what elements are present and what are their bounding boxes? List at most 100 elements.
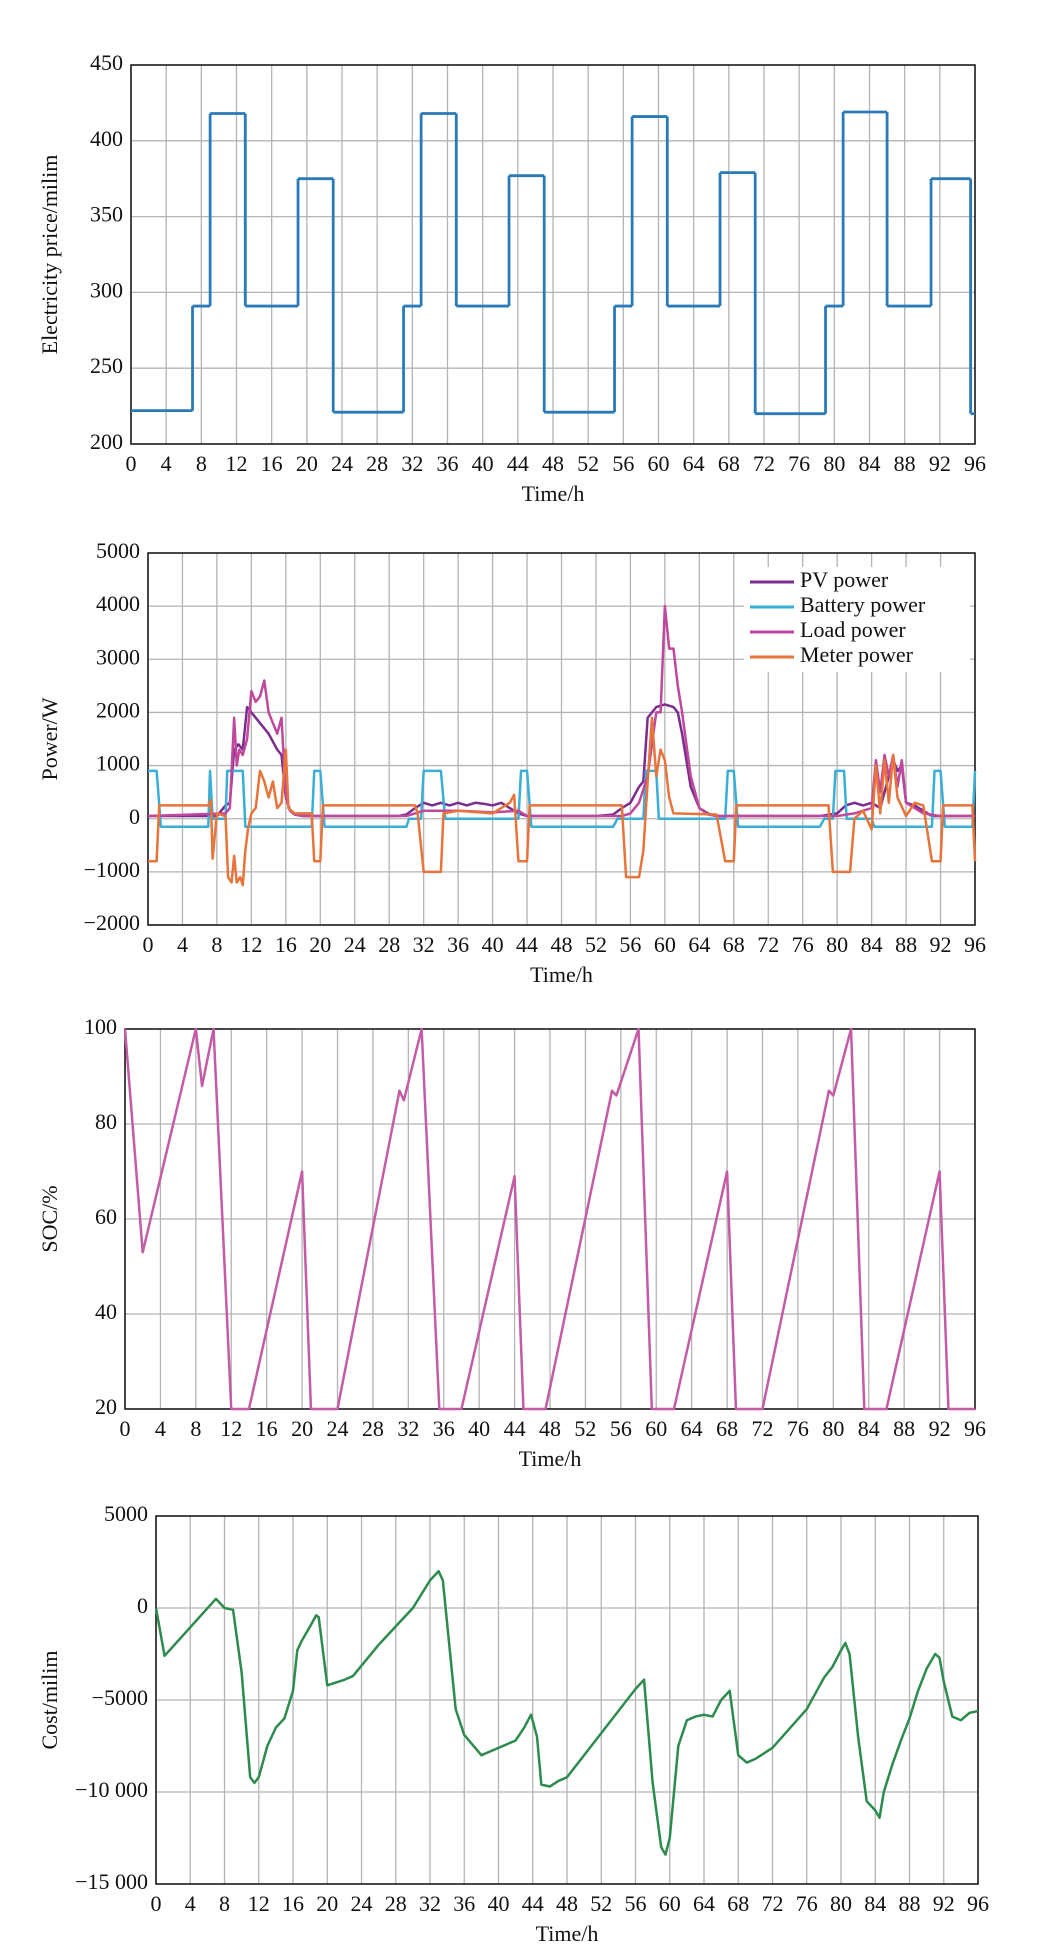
x-tick-label: 0	[143, 932, 154, 957]
x-tick-label: 24	[331, 451, 353, 476]
x-axis-title: Time/h	[530, 962, 593, 987]
x-tick-label: 36	[437, 451, 459, 476]
x-tick-label: 76	[792, 932, 814, 957]
x-axis-title: Time/h	[522, 481, 585, 506]
y-tick-label: 5000	[96, 538, 140, 563]
y-tick-label: 350	[90, 202, 123, 227]
y-tick-label: 3000	[96, 644, 140, 669]
x-tick-label: 48	[556, 1891, 578, 1916]
x-tick-label: 92	[929, 451, 951, 476]
x-tick-label: 88	[895, 932, 917, 957]
x-tick-label: 0	[120, 1416, 131, 1441]
x-tick-label: 20	[296, 451, 318, 476]
x-tick-label: 56	[619, 932, 641, 957]
x-tick-label: 12	[220, 1416, 242, 1441]
x-tick-label: 52	[590, 1891, 612, 1916]
x-tick-label: 24	[351, 1891, 373, 1916]
x-tick-label: 68	[723, 932, 745, 957]
y-tick-label: 450	[90, 50, 123, 75]
x-tick-label: 48	[551, 932, 573, 957]
x-tick-label: 52	[574, 1416, 596, 1441]
x-tick-label: 96	[967, 1891, 989, 1916]
series-line	[148, 716, 977, 887]
x-tick-label: 76	[787, 1416, 809, 1441]
x-tick-label: 0	[126, 451, 137, 476]
x-tick-label: 52	[577, 451, 599, 476]
x-tick-label: 32	[401, 451, 423, 476]
x-tick-label: 44	[516, 932, 538, 957]
y-tick-label: 80	[95, 1109, 117, 1134]
x-tick-label: 40	[488, 1891, 510, 1916]
x-tick-label: 8	[190, 1416, 201, 1441]
x-tick-label: 40	[468, 1416, 490, 1441]
x-tick-label: 4	[161, 451, 172, 476]
x-tick-label: 32	[413, 932, 435, 957]
x-tick-label: 84	[859, 451, 881, 476]
x-axis-title: Time/h	[536, 1921, 599, 1946]
y-tick-label: 5000	[104, 1501, 148, 1526]
x-tick-label: 92	[930, 932, 952, 957]
x-tick-label: 64	[693, 1891, 715, 1916]
x-tick-label: 88	[893, 1416, 915, 1441]
x-tick-label: 88	[894, 451, 916, 476]
y-tick-label: −1000	[84, 857, 140, 882]
plot-frame	[124, 1028, 976, 1410]
x-tick-label: 0	[151, 1891, 162, 1916]
series-line	[154, 1569, 979, 1856]
x-tick-label: 96	[964, 1416, 986, 1441]
x-tick-label: 8	[196, 451, 207, 476]
x-tick-label: 16	[282, 1891, 304, 1916]
x-tick-label: 24	[327, 1416, 349, 1441]
x-tick-label: 36	[453, 1891, 475, 1916]
x-tick-label: 12	[240, 932, 262, 957]
legend-label: Load power	[800, 617, 906, 642]
x-tick-label: 48	[539, 1416, 561, 1441]
x-tick-label: 88	[899, 1891, 921, 1916]
legend-label: PV power	[800, 567, 889, 592]
plot-frame	[147, 552, 976, 926]
x-tick-label: 28	[385, 1891, 407, 1916]
x-tick-label: 32	[419, 1891, 441, 1916]
x-tick-label: 28	[362, 1416, 384, 1441]
x-tick-label: 80	[826, 932, 848, 957]
x-tick-label: 52	[585, 932, 607, 957]
x-tick-label: 92	[933, 1891, 955, 1916]
y-tick-label: 4000	[96, 591, 140, 616]
y-tick-label: 250	[90, 353, 123, 378]
x-tick-label: 64	[688, 932, 710, 957]
x-tick-label: 32	[397, 1416, 419, 1441]
y-axis-title: SOC/%	[37, 1185, 62, 1252]
x-tick-label: 16	[261, 451, 283, 476]
x-tick-label: 40	[472, 451, 494, 476]
x-tick-label: 60	[659, 1891, 681, 1916]
x-tick-label: 28	[378, 932, 400, 957]
x-tick-label: 8	[219, 1891, 230, 1916]
x-tick-label: 44	[522, 1891, 544, 1916]
x-tick-label: 60	[648, 451, 670, 476]
x-tick-label: 68	[718, 451, 740, 476]
x-tick-label: 40	[482, 932, 504, 957]
y-axis-title: Power/W	[37, 697, 62, 780]
x-tick-label: 76	[796, 1891, 818, 1916]
y-tick-label: 1000	[96, 751, 140, 776]
x-tick-label: 44	[507, 451, 529, 476]
y-tick-label: −5000	[92, 1685, 148, 1710]
x-tick-label: 72	[762, 1891, 784, 1916]
y-tick-label: 300	[90, 277, 123, 302]
y-axis-title: Electricity price/milim	[37, 155, 62, 355]
x-tick-label: 16	[275, 932, 297, 957]
x-tick-label: 80	[830, 1891, 852, 1916]
plot-frame	[130, 64, 976, 445]
x-tick-label: 80	[822, 1416, 844, 1441]
x-tick-label: 60	[654, 932, 676, 957]
y-tick-label: 20	[95, 1394, 117, 1419]
x-tick-label: 20	[316, 1891, 338, 1916]
y-tick-label: −15 000	[75, 1869, 148, 1894]
legend-label: Meter power	[800, 642, 914, 667]
x-tick-label: 68	[716, 1416, 738, 1441]
x-tick-label: 64	[683, 451, 705, 476]
x-tick-label: 4	[185, 1891, 196, 1916]
x-tick-label: 48	[542, 451, 564, 476]
legend-label: Battery power	[800, 592, 926, 617]
y-tick-label: 0	[137, 1593, 148, 1618]
